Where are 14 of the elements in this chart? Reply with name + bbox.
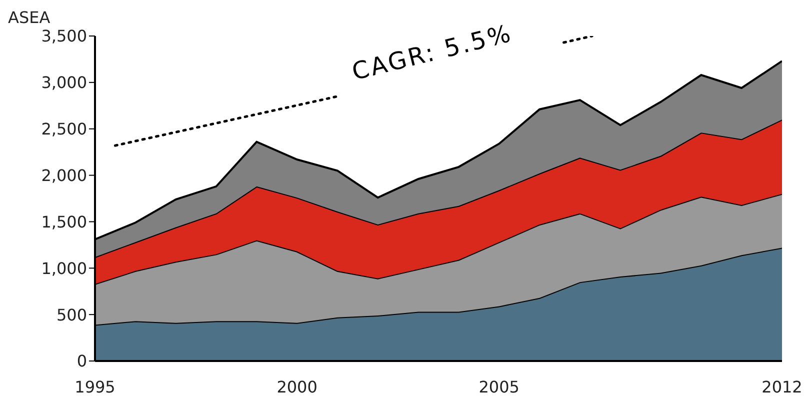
y-tick-label: 2,500 [41, 120, 87, 139]
y-tick-label: 1,500 [41, 212, 87, 232]
y-tick-label: 0 [76, 352, 87, 371]
x-tick-label: 2005 [478, 377, 520, 396]
x-tick-label: 2000 [276, 377, 318, 396]
y-tick-label: 3,000 [41, 73, 87, 92]
x-tick-label: 2012 [762, 377, 802, 396]
y-tick-label: 2,000 [41, 166, 87, 185]
x-tick-label: 1995 [74, 377, 116, 396]
y-tick-label: 1,000 [41, 258, 87, 278]
y-tick-label: 3,500 [41, 26, 87, 46]
y-tick-label: 500 [56, 305, 87, 324]
chart-title: ASEA [8, 8, 50, 27]
annotation: CAGR: 5.5% [349, 19, 516, 86]
